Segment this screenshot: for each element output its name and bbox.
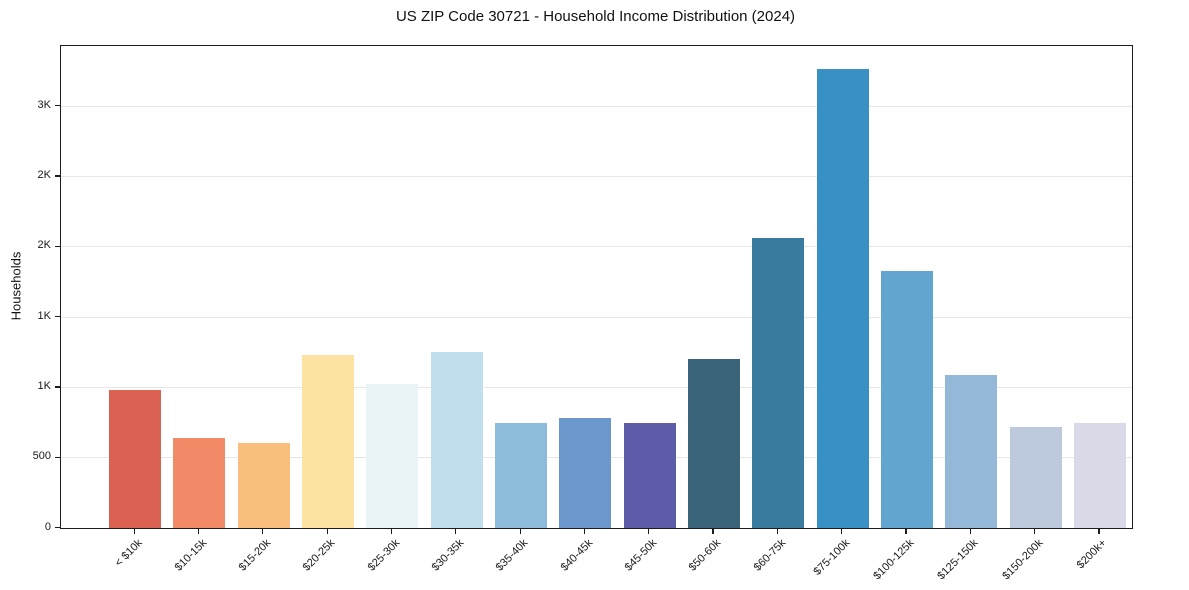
y-tick-mark [55, 105, 60, 107]
x-tick-mark [455, 528, 457, 534]
x-tick-label: $30-35k [429, 537, 467, 574]
bar-20-25k [302, 355, 355, 528]
x-tick-mark [712, 528, 714, 534]
chart-title: US ZIP Code 30721 - Household Income Dis… [395, 8, 796, 25]
bar-200k [1073, 423, 1126, 528]
x-tick-label: $125-150k [935, 537, 981, 583]
x-tick-label: $40-45k [558, 537, 595, 574]
y-tick-label: 2K [37, 168, 51, 181]
x-tick-label: $50-60k [686, 537, 724, 574]
x-tick-mark [583, 528, 586, 534]
gridline [61, 105, 1132, 107]
x-tick-mark [133, 528, 135, 534]
y-tick-mark [55, 245, 60, 247]
y-tick-label: 1K [37, 309, 51, 322]
x-tick-mark [905, 528, 907, 534]
x-tick-label: $35-40k [493, 537, 531, 574]
x-tick-label: $200k+ [1075, 537, 1110, 572]
bar-75-100k [816, 68, 869, 528]
x-tick-label: $20-25k [300, 537, 338, 574]
y-axis-title: Households [8, 251, 24, 321]
bar-40-45k [559, 418, 612, 528]
gridline [61, 316, 1132, 318]
x-tick-label: $150-200k [999, 537, 1046, 583]
y-tick-label: 3K [37, 98, 51, 111]
bar-15-20k [237, 442, 290, 528]
y-tick-label: 2K [37, 239, 51, 252]
x-tick-mark [969, 528, 971, 534]
y-tick-mark [55, 316, 60, 318]
x-tick-mark [390, 528, 393, 534]
y-tick-mark [55, 386, 60, 388]
x-tick-mark [841, 528, 843, 534]
y-tick-label: 1K [37, 379, 51, 392]
x-tick-label: $100-125k [871, 537, 917, 583]
x-tick-label: < $10k [112, 537, 145, 570]
bar-25-30k [366, 383, 419, 528]
y-tick-mark [55, 527, 60, 529]
x-tick-mark [197, 528, 200, 534]
bar-150-200k [1009, 427, 1062, 528]
x-tick-mark [519, 528, 521, 534]
x-tick-label: $25-30k [365, 537, 402, 574]
x-tick-mark [326, 528, 328, 534]
x-tick-label: $15-20k [236, 537, 274, 574]
x-tick-mark [776, 528, 778, 534]
bar-10k [109, 390, 162, 528]
gridline [61, 175, 1132, 177]
bar-35-40k [495, 423, 548, 528]
x-tick-mark [262, 528, 264, 534]
bar-30-35k [430, 352, 483, 528]
y-tick-mark [55, 456, 60, 458]
bar-60-75k [752, 238, 805, 528]
x-tick-mark [1034, 528, 1036, 534]
gridline [61, 246, 1132, 248]
x-tick-label: $75-100k [811, 537, 853, 578]
x-tick-label: $60-75k [751, 537, 788, 574]
plot-area [60, 45, 1133, 529]
y-tick-label: 500 [32, 450, 51, 463]
x-tick-mark [648, 528, 650, 534]
bar-100-125k [880, 270, 933, 528]
gridline [61, 386, 1132, 388]
x-tick-label: $10-15k [172, 537, 209, 574]
bar-50-60k [687, 359, 740, 528]
y-tick-mark [55, 175, 60, 177]
bar-45-50k [623, 423, 676, 528]
x-tick-mark [1098, 528, 1100, 534]
y-tick-label: 0 [44, 520, 51, 533]
bar-125-150k [945, 374, 998, 528]
x-tick-label: $45-50k [622, 537, 660, 574]
bar-10-15k [173, 438, 226, 528]
